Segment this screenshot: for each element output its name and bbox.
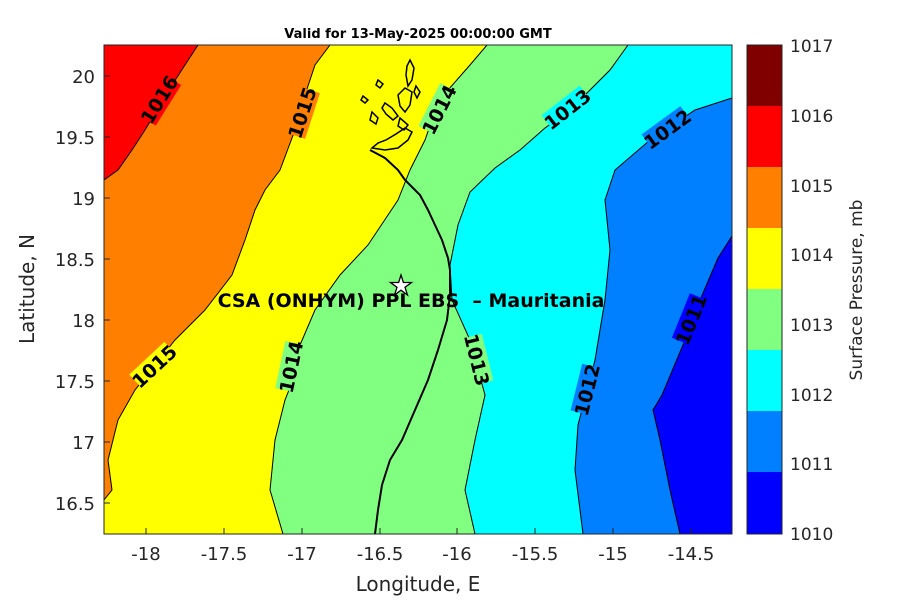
island-2 xyxy=(375,78,385,90)
y-tick-label: 17.5 xyxy=(55,372,95,393)
coastline-bay xyxy=(370,127,413,151)
band-1015-1016 xyxy=(104,45,330,500)
colorbar-swatch xyxy=(747,106,782,168)
colorbar-swatch xyxy=(747,45,782,107)
colorbar-label: 1014 xyxy=(790,246,833,266)
x-tick-label: -17 xyxy=(287,544,316,565)
x-tick-label: -16.5 xyxy=(357,544,404,565)
island-1 xyxy=(360,94,370,104)
island-3 xyxy=(381,101,400,121)
island-6 xyxy=(369,110,379,126)
contour-label-bg xyxy=(460,333,494,386)
x-axis-label: Longitude, E xyxy=(356,572,481,596)
colorbar-swatch xyxy=(747,167,782,229)
colorbar-label: 1017 xyxy=(790,37,833,57)
site-label: CSA (ONHYM) PPL EBS – Mauritania xyxy=(218,290,605,312)
contour-label-bg xyxy=(641,106,694,153)
contour-label-bg xyxy=(137,73,182,126)
colorbar-label: 1011 xyxy=(790,455,833,475)
x-tick-label: -15.5 xyxy=(512,544,559,565)
colorbar-label: 1012 xyxy=(790,386,833,406)
x-tick-label: -18 xyxy=(131,544,160,565)
y-tick-label: 17 xyxy=(72,433,95,454)
island-4 xyxy=(397,87,413,114)
y-tick-label: 19 xyxy=(72,189,95,210)
y-tick-labels: 20 19.5 19 18.5 18 17.5 17 16.5 xyxy=(55,67,95,515)
contour-label-bg xyxy=(671,293,711,346)
pressure-fill-bands xyxy=(104,45,732,534)
x-tick-label: -15 xyxy=(598,544,627,565)
y-tick-label: 18 xyxy=(72,311,95,332)
y-axis-label: Latitude, N xyxy=(15,234,39,344)
colorbar-swatch xyxy=(747,411,782,473)
y-tick-label: 19.5 xyxy=(55,128,95,149)
colorbar-label: 1016 xyxy=(790,107,833,127)
colorbar-title: Surface Pressure, mb xyxy=(847,200,867,381)
contour-label-bg xyxy=(284,86,320,139)
site-star-icon xyxy=(388,272,414,297)
island-8 xyxy=(413,84,421,100)
colorbar: 1017 1016 1015 1014 1013 1012 1011 1010 … xyxy=(746,37,867,545)
y-tick-label: 20 xyxy=(72,67,95,88)
y-tick-label: 16.5 xyxy=(55,494,95,515)
plot-frame xyxy=(103,44,733,535)
colorbar-label: 1013 xyxy=(790,316,833,336)
x-tick-label: -16 xyxy=(442,544,471,565)
y-tick-label: 18.5 xyxy=(55,250,95,271)
x-tick-label: -17.5 xyxy=(201,544,248,565)
contour-label-bg xyxy=(541,85,594,133)
contour-label-bg xyxy=(418,83,460,136)
colorbar-swatch xyxy=(747,472,782,534)
x-tick-label: -14.5 xyxy=(668,544,715,565)
tick-marks xyxy=(104,75,692,534)
island-7 xyxy=(397,116,410,132)
coastline-main xyxy=(369,149,451,534)
contour-label-bg xyxy=(129,341,180,391)
colorbar-swatch xyxy=(747,350,782,412)
coastline xyxy=(360,58,451,534)
colorbar-label: 1010 xyxy=(790,525,833,545)
contour-label-bg xyxy=(275,341,307,393)
contour-line-1011 xyxy=(652,235,732,534)
map-title: Valid for 13-May-2025 00:00:00 GMT xyxy=(284,27,552,42)
colorbar-swatch xyxy=(747,228,782,290)
colorbar-label: 1015 xyxy=(790,177,833,197)
contour-label-bg xyxy=(570,363,604,416)
x-tick-labels: -18 -17.5 -17 -16.5 -16 -15.5 -15 -14.5 xyxy=(131,544,714,565)
island-5 xyxy=(405,58,415,88)
colorbar-frame xyxy=(746,44,783,535)
colorbar-swatch xyxy=(747,289,782,351)
